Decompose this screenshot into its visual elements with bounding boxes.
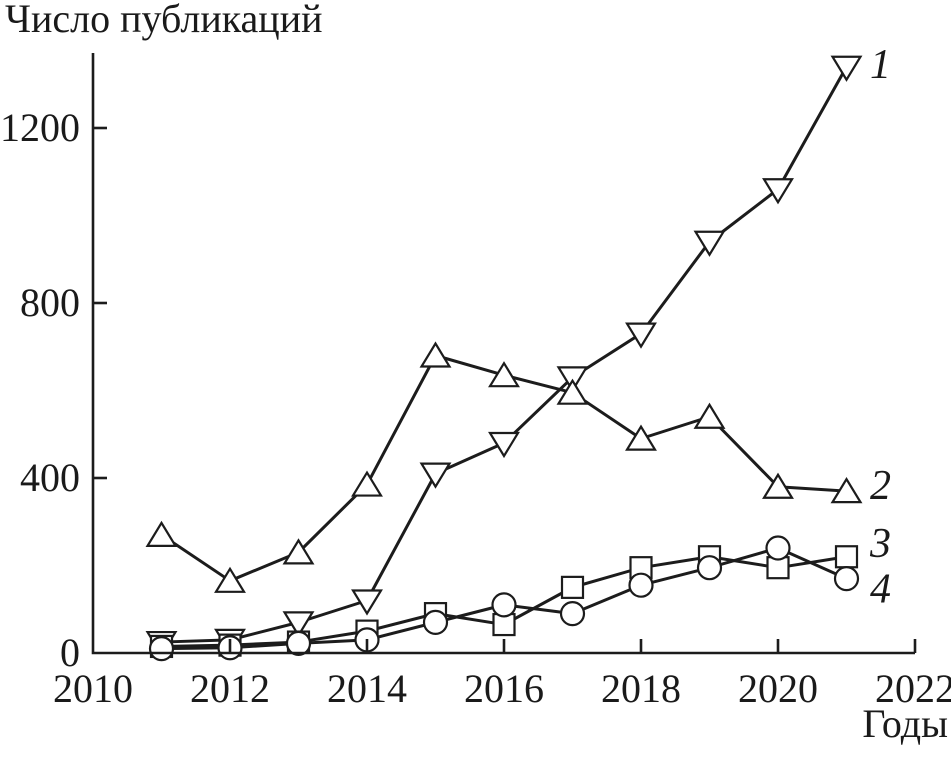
x-tick-label-2016: 2016 xyxy=(464,666,544,711)
series-label-2: 2 xyxy=(870,463,891,509)
series-label-3: 3 xyxy=(869,521,891,567)
y-tick-label-400: 400 xyxy=(20,455,80,500)
x-axis-label: Годы xyxy=(862,701,948,746)
series-1-marker-2013 xyxy=(282,611,315,638)
y-tick-label-0: 0 xyxy=(60,630,80,675)
series-4-marker-2020 xyxy=(765,535,791,561)
x-tick-label-2022: 2022 xyxy=(875,666,951,711)
series-1-marker-2015 xyxy=(419,462,452,489)
x-tick-label-2020: 2020 xyxy=(738,666,818,711)
y-tick-label-800: 800 xyxy=(20,280,80,325)
series-2-marker-2018 xyxy=(625,424,657,451)
series-4-marker-2017 xyxy=(559,601,586,627)
series-1-marker-2018 xyxy=(625,322,657,349)
series-4-marker-2016 xyxy=(491,592,517,618)
x-tick-label-2018: 2018 xyxy=(601,666,681,711)
x-tick-label-2010: 2010 xyxy=(53,666,133,711)
axes xyxy=(91,53,915,655)
series-4-marker-2019 xyxy=(696,555,723,581)
series-4-marker-2013 xyxy=(285,630,312,656)
series-2-marker-2011 xyxy=(145,520,178,547)
series-1-marker-2020 xyxy=(762,178,794,205)
series-2-marker-2014 xyxy=(351,470,383,497)
series-2-marker-2019 xyxy=(693,402,726,429)
series-2-line xyxy=(160,354,847,583)
series-2-marker-2015 xyxy=(419,341,452,368)
series-2-marker-2021 xyxy=(830,477,863,504)
series-2-marker-2020 xyxy=(762,472,794,499)
series-label-1: 1 xyxy=(870,42,891,88)
series-4-marker-2018 xyxy=(628,572,654,598)
x-tick-label-2014: 2014 xyxy=(327,666,407,711)
chart-title: Число публикаций xyxy=(5,0,323,41)
y-tick-label-1200: 1200 xyxy=(0,105,80,150)
series-2-marker-2012 xyxy=(214,566,246,593)
x-tick-label-2012: 2012 xyxy=(190,666,270,711)
series-2-marker-2016 xyxy=(488,361,520,388)
series-1-marker-2019 xyxy=(693,230,726,257)
series-4-marker-2011 xyxy=(148,636,175,662)
series-3-marker-2017 xyxy=(560,575,585,599)
series-1-line xyxy=(161,66,848,644)
series-4-marker-2015 xyxy=(422,609,449,635)
series-label-4: 4 xyxy=(870,567,891,613)
series-3-marker-2021 xyxy=(834,545,859,569)
series-1-marker-2021 xyxy=(830,55,863,82)
series-2-marker-2013 xyxy=(282,538,315,565)
series-1-marker-2016 xyxy=(488,431,520,459)
series-4-marker-2021 xyxy=(833,566,860,592)
series-2-marker-2017 xyxy=(556,378,589,405)
series-1-marker-2014 xyxy=(351,589,383,616)
